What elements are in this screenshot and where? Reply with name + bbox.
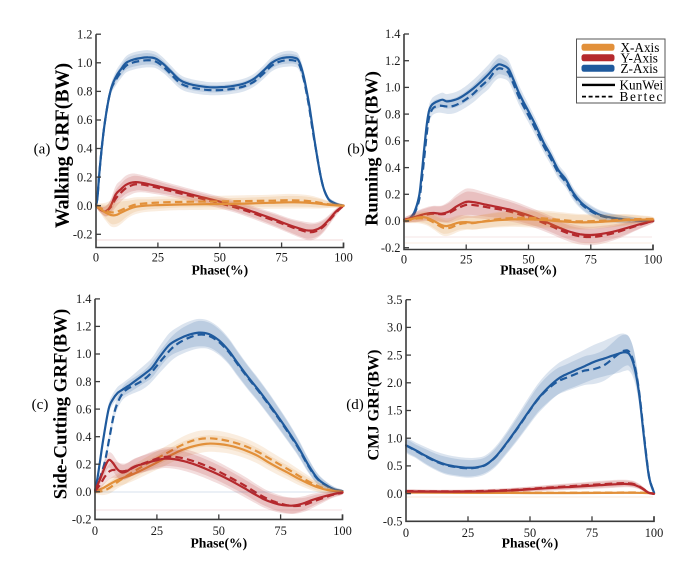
svg-text:Phase(%): Phase(%): [502, 536, 559, 552]
svg-text:Phase(%): Phase(%): [191, 263, 248, 279]
svg-text:1.2: 1.2: [77, 27, 93, 41]
svg-text:0: 0: [401, 253, 407, 267]
svg-text:75: 75: [275, 251, 287, 265]
svg-text:Phase(%): Phase(%): [500, 263, 557, 279]
svg-text:-0.2: -0.2: [73, 228, 93, 242]
svg-text:50: 50: [522, 253, 534, 267]
svg-text:-0.2: -0.2: [72, 513, 92, 527]
svg-text:1.4: 1.4: [385, 27, 401, 41]
svg-text:-0.2: -0.2: [381, 241, 401, 255]
svg-text:75: 75: [585, 253, 597, 267]
svg-text:0.0: 0.0: [77, 199, 93, 213]
svg-text:CMJ GRF(BW): CMJ GRF(BW): [365, 349, 383, 460]
svg-text:0.2: 0.2: [77, 170, 93, 184]
svg-text:0.0: 0.0: [387, 487, 403, 501]
svg-text:50: 50: [524, 526, 536, 540]
svg-text:100: 100: [334, 251, 353, 265]
svg-text:X-Axis: X-Axis: [621, 40, 660, 55]
svg-text:Running GRF(BW): Running GRF(BW): [362, 71, 383, 226]
svg-text:3.0: 3.0: [387, 321, 403, 335]
svg-text:0.8: 0.8: [76, 375, 92, 389]
svg-text:1.0: 1.0: [77, 56, 93, 70]
svg-text:0: 0: [93, 251, 99, 265]
svg-text:(c): (c): [32, 397, 49, 413]
svg-text:0.6: 0.6: [385, 134, 401, 148]
svg-text:25: 25: [462, 526, 474, 540]
svg-text:100: 100: [333, 524, 352, 538]
svg-text:0.8: 0.8: [77, 85, 93, 99]
svg-text:1.0: 1.0: [387, 431, 403, 445]
svg-text:0.2: 0.2: [76, 457, 92, 471]
svg-text:1.0: 1.0: [76, 347, 92, 361]
svg-text:0: 0: [92, 524, 98, 538]
svg-text:0.0: 0.0: [385, 214, 401, 228]
svg-text:Y-Axis: Y-Axis: [621, 50, 658, 65]
svg-text:0.6: 0.6: [76, 402, 92, 416]
svg-text:0.4: 0.4: [385, 161, 401, 175]
svg-text:1.2: 1.2: [76, 320, 92, 334]
svg-text:75: 75: [586, 526, 598, 540]
svg-text:1.0: 1.0: [385, 81, 401, 95]
svg-text:0.4: 0.4: [76, 430, 92, 444]
svg-text:100: 100: [645, 526, 664, 540]
svg-text:-0.5: -0.5: [383, 515, 403, 529]
svg-text:2.5: 2.5: [387, 348, 403, 362]
svg-text:0.6: 0.6: [77, 113, 93, 127]
svg-text:0.4: 0.4: [77, 142, 93, 156]
svg-text:25: 25: [460, 253, 472, 267]
svg-text:Phase(%): Phase(%): [190, 536, 247, 552]
svg-text:0.2: 0.2: [385, 188, 401, 202]
svg-text:Walking GRF(BW): Walking GRF(BW): [52, 63, 74, 228]
svg-text:25: 25: [152, 251, 164, 265]
svg-text:1.2: 1.2: [385, 54, 401, 68]
svg-text:50: 50: [213, 524, 225, 538]
svg-text:Bertec: Bertec: [620, 89, 665, 104]
svg-text:3.5: 3.5: [387, 293, 403, 307]
svg-text:0.5: 0.5: [387, 459, 403, 473]
svg-text:25: 25: [151, 524, 163, 538]
svg-text:100: 100: [644, 253, 663, 267]
svg-text:0.0: 0.0: [76, 485, 92, 499]
svg-text:(b): (b): [347, 142, 365, 158]
svg-text:2.0: 2.0: [387, 376, 403, 390]
svg-text:1.5: 1.5: [387, 404, 403, 418]
svg-text:0: 0: [403, 526, 409, 540]
svg-text:1.4: 1.4: [76, 292, 92, 306]
svg-text:(a): (a): [34, 142, 51, 158]
svg-text:Side-Cutting GRF(BW): Side-Cutting GRF(BW): [50, 309, 71, 499]
svg-text:0.8: 0.8: [385, 107, 401, 121]
svg-text:Z-Axis: Z-Axis: [621, 61, 658, 76]
svg-text:50: 50: [214, 251, 226, 265]
svg-text:(d): (d): [346, 397, 364, 413]
svg-text:KunWei: KunWei: [620, 77, 664, 92]
svg-text:75: 75: [274, 524, 286, 538]
